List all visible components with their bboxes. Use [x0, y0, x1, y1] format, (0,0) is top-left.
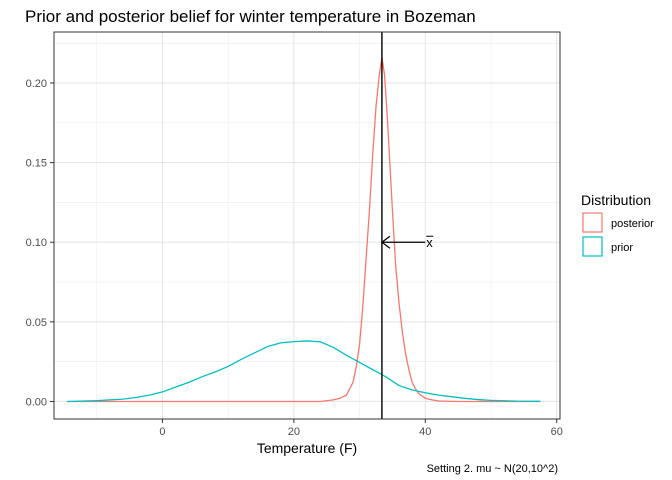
- legend-label-prior: prior: [611, 242, 633, 254]
- legend-key-posterior: [582, 212, 603, 233]
- y-tick-label: 0.05: [26, 317, 47, 329]
- series-layer: [67, 56, 541, 403]
- y-tick-label: 0.15: [26, 158, 47, 170]
- panel-background: [54, 32, 560, 419]
- x-axis: 0 20 40 60: [159, 419, 563, 438]
- x-tick-label: 20: [288, 426, 300, 438]
- y-tick-label: 0.20: [26, 78, 47, 90]
- x-tick-label: 40: [419, 426, 431, 438]
- x-tick-label: 0: [159, 426, 165, 438]
- legend-title: Distribution: [581, 192, 651, 208]
- chart-title: Prior and posterior belief for winter te…: [25, 7, 476, 26]
- y-tick-label: 0.00: [26, 396, 47, 408]
- y-tick-label: 0.10: [26, 237, 47, 249]
- legend-label-posterior: posterior: [611, 218, 654, 230]
- annotation-label: x: [426, 235, 433, 250]
- y-axis: 0.00 0.05 0.10 0.15 0.20: [26, 78, 54, 408]
- annotation-arrow: x: [380, 235, 434, 250]
- series-line-prior: [67, 340, 541, 403]
- x-axis-title: Temperature (F): [257, 440, 357, 456]
- plot-panel: x: [53, 31, 561, 420]
- panel-border: [53, 31, 561, 420]
- grid-minor: [54, 32, 560, 419]
- legend: Distribution posterior prior: [581, 192, 654, 257]
- annotation-arrow-head: [380, 235, 391, 249]
- series-line-posterior: [67, 56, 541, 403]
- caption: Setting 2. mu ~ N(20,10^2): [427, 463, 558, 475]
- x-tick-label: 60: [551, 426, 563, 438]
- legend-key-prior: [582, 236, 603, 257]
